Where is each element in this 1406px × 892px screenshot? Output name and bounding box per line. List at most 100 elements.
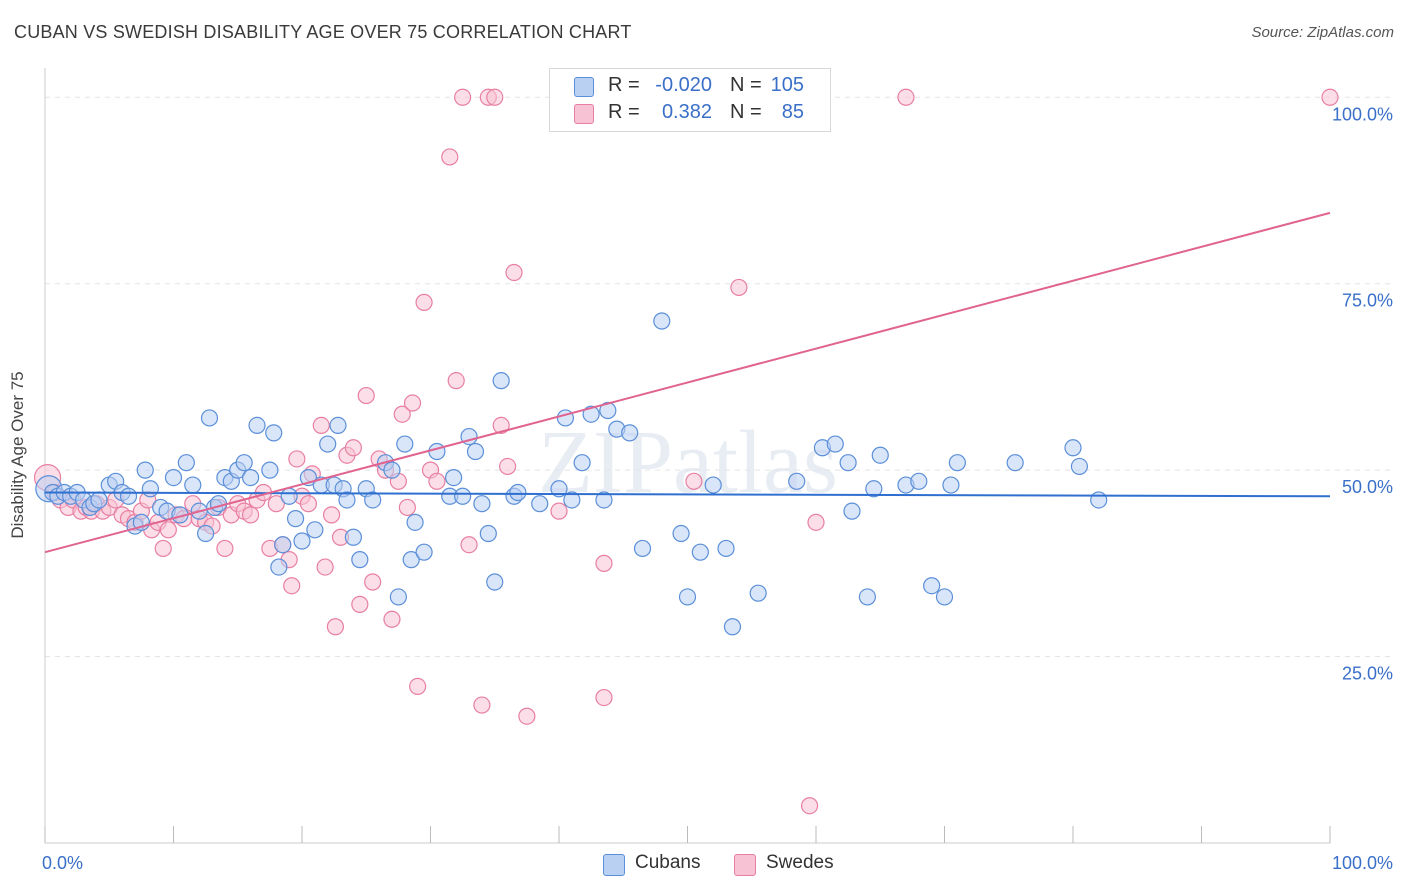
swedes-point [357, 386, 375, 405]
swedes-point [550, 502, 568, 520]
legend-label-swedes: Swedes [766, 852, 834, 873]
legend-r-label: R = [608, 74, 640, 96]
cubans-point [306, 521, 324, 539]
cubans-legend-icon [603, 854, 625, 876]
source-label: Source: ZipAtlas.com [1251, 24, 1394, 41]
cubans-point [871, 446, 889, 464]
swedes-point [807, 513, 825, 531]
cubans-point [428, 442, 446, 461]
cubans-point [948, 454, 966, 472]
cubans-point [1006, 454, 1024, 472]
cubans-point [582, 405, 600, 423]
cubans-point [396, 435, 414, 453]
cubans-point [492, 372, 510, 390]
swedes-point [441, 148, 459, 166]
cubans-point [248, 416, 266, 434]
cubans-point [389, 588, 407, 606]
swedes-point [322, 506, 341, 524]
swedes-point [460, 536, 478, 554]
swedes-point [398, 498, 416, 517]
swedes-point [1321, 88, 1339, 106]
cubans-point [402, 551, 420, 569]
swedes-point [685, 472, 703, 490]
swedes-point [403, 394, 422, 412]
cubans-point [563, 491, 581, 509]
cubans-point [479, 524, 497, 543]
cubans-point [141, 480, 159, 498]
legend-n-value: 105 [770, 74, 804, 96]
swedes-point [364, 573, 382, 591]
legend-n-label: N = [730, 74, 762, 96]
cubans-point [242, 469, 260, 487]
cubans-point [865, 480, 883, 498]
cubans-point [923, 577, 941, 595]
cubans-point [344, 528, 362, 546]
cubans-point [329, 416, 347, 434]
swedes-point [415, 293, 433, 311]
cubans-point [406, 513, 424, 531]
cubans-point [910, 472, 928, 490]
cubans-point [319, 435, 337, 453]
cubans-point [265, 424, 283, 442]
swedes-point [473, 696, 491, 714]
cubans-point [119, 487, 138, 505]
cubans-point [723, 618, 742, 636]
swedes-swatch-icon [574, 104, 594, 124]
cubans-point [473, 495, 491, 513]
cubans-point [270, 558, 288, 576]
swedes-point [897, 88, 915, 106]
cubans-trend-line [44, 491, 1331, 498]
cubans-point [445, 469, 463, 487]
cubans-point [1064, 439, 1082, 457]
cubans-point [184, 476, 202, 494]
cubans-point [573, 454, 591, 472]
swedes-point [428, 472, 446, 490]
cubans-point [415, 543, 433, 561]
legend-row-swedes: R = 0.382 N = 85 [550, 101, 830, 127]
axes [44, 68, 1331, 844]
swedes-point [267, 495, 285, 513]
gridlines [45, 96, 1392, 658]
swedes-point [299, 495, 318, 513]
cubans-point [90, 491, 108, 509]
swedes-point [316, 558, 334, 576]
legend-item-swedes[interactable]: Swedes [734, 852, 854, 876]
cubans-point [383, 461, 401, 479]
cubans-point [942, 476, 960, 494]
swedes-point [800, 797, 819, 815]
cubans-point [364, 491, 382, 509]
cubans-point [466, 442, 485, 461]
legend-item-cubans[interactable]: Cubans [603, 852, 723, 876]
swedes-point [454, 88, 472, 106]
cubans-point [935, 588, 954, 606]
cubans-point [164, 469, 183, 487]
legend-r-label: R = [608, 101, 640, 123]
cubans-point [653, 312, 671, 330]
cubans-swatch-icon [574, 77, 594, 97]
cubans-point [274, 536, 292, 554]
cubans-point [749, 584, 767, 602]
legend-n-value: 85 [781, 101, 804, 123]
cubans-point [691, 543, 709, 561]
swedes-point [492, 416, 510, 434]
cubans-point [704, 476, 722, 494]
swedes-point [351, 595, 369, 613]
swedes-point [242, 506, 260, 524]
y-tick-label: 25.0% [1342, 664, 1393, 684]
x-tick-label: 0.0% [42, 853, 83, 873]
cubans-point [843, 502, 861, 520]
swedes-legend-icon [734, 854, 756, 876]
swedes-point [326, 618, 345, 636]
swedes-point [393, 405, 411, 423]
swedes-point [447, 372, 465, 390]
cubans-point [509, 483, 527, 502]
y-tick-label: 50.0% [1342, 477, 1393, 497]
swedes-point [595, 554, 613, 572]
cubans-point [621, 424, 639, 442]
cubans-point [678, 588, 697, 606]
cubans-point [338, 491, 356, 509]
cubans-point [717, 539, 735, 558]
cubans-point [672, 524, 690, 543]
cubans-point [788, 472, 806, 490]
legend-row-cubans: R = -0.020 N = 105 [550, 74, 830, 100]
